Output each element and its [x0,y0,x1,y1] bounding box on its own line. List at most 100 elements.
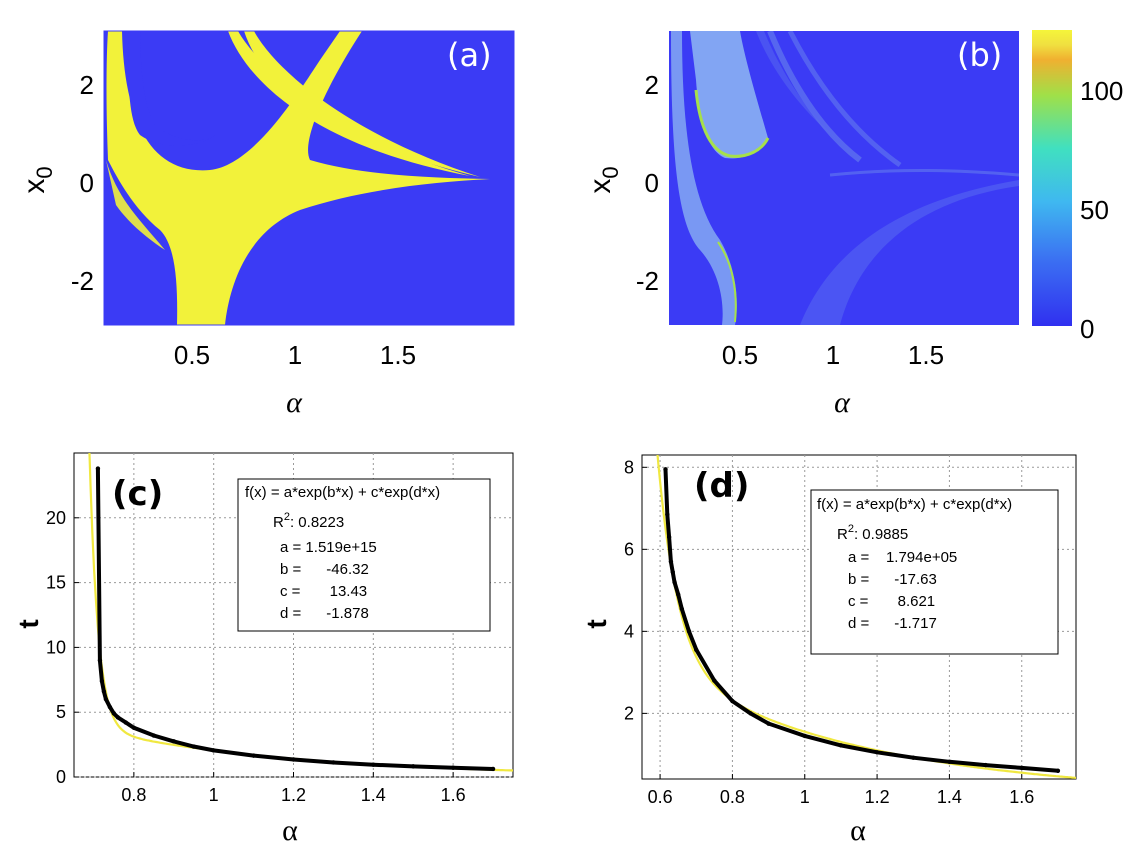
panel-b-ylabel: x0 [584,166,623,193]
panel-b-faint-band [756,31,850,150]
panel-d: 0.6 0.8 1 1.2 1.4 1.6 2 4 6 8 (d) α t f(x) = a*e… [581,454,1077,847]
panel-c-ylabel: t [13,619,44,628]
panel-d-data-point [666,534,672,540]
panel-b-lobe-edge [694,89,770,158]
panel-d-xtick-label: 1.6 [1009,787,1034,807]
panel-b-region [671,31,1019,325]
panel-b-faint-stripe-2 [787,31,902,168]
panel-d-fit-curve [656,455,1076,779]
panel-c-data-point [103,697,109,702]
panel-c-data-point [99,678,105,684]
panel-a-ytick-m2: -2 [71,266,94,296]
panel-c-fit-d: d = -1.878 [280,605,369,622]
panel-a-region [106,31,490,325]
panel-d-data-point [670,569,675,575]
panel-d-data-point [838,743,844,748]
panel-d-ylabel: t [581,619,612,628]
panel-b-ytick-2: 2 [645,70,659,100]
panel-c-xtick-label: 1 [209,785,219,805]
panel-c-points [95,466,496,772]
panel-d-ytick-label: 2 [624,703,634,723]
panel-d-fit-r2-value: : 0.9885 [854,526,908,543]
panel-b-xlabel: α [834,386,851,419]
panel-c-xtick-label: 0.8 [121,785,146,805]
panel-c-fit-b: b = -46.32 [280,561,369,578]
panel-d-xtick-label: 1 [800,787,810,807]
panel-d-data-point [679,606,684,611]
panel-d-data-point [874,750,880,755]
panel-d-x-ticks: 0.6 0.8 1 1.2 1.4 1.6 [648,787,1035,807]
panel-d-data-point [686,629,692,634]
panel-b-label: (b) [957,36,1002,74]
panel-c-ytick-label: 0 [56,767,66,787]
panel-a-lobe-fill [128,31,215,146]
panel-c-fit-r2-value: : 0.8223 [290,514,344,531]
panel-a-ylabel-sub: 0 [32,166,57,178]
panel-d-label: (d) [694,466,749,506]
panel-d-ytick-label: 6 [624,539,634,559]
panel-d-data-point [694,647,699,653]
svg-text:x0: x0 [584,166,623,193]
panel-d-xtick-label: 0.6 [648,787,673,807]
panel-b-colorbar-ticks: 100 50 0 [1080,76,1123,344]
panel-c-fit-box-frame [237,478,491,632]
panel-d-data-point [766,721,771,726]
panel-b-cbar-tick-0: 0 [1080,314,1094,344]
panel-c-xtick-label: 1.4 [361,785,386,805]
svg-text:x0: x0 [18,166,57,193]
panel-a-label: (a) [447,36,492,74]
panel-d-fit-box: f(x) = a*exp(b*x) + c*exp(d*x) R2: 0.988… [810,489,1059,655]
panel-d-data-point [947,759,952,764]
panel-d-fit-box-frame [810,489,1059,655]
panel-a-x-ticks: 0.5 1 1.5 [174,340,416,370]
panel-b-xtick-05: 0.5 [722,340,758,370]
panel-c-data-point [331,760,336,765]
panel-d-ytick-label: 4 [624,621,634,641]
panel-c-xlabel: α [282,814,298,847]
panel-c-ytick-label: 15 [46,573,66,593]
panel-d-xtick-label: 1.4 [937,787,962,807]
panel-d-fit-formula: f(x) = a*exp(b*x) + c*exp(d*x) [817,496,1012,513]
panel-c-data-point [450,765,456,770]
panel-d-data-point [1019,765,1024,771]
panel-c-data-point [107,704,113,710]
panel-b-y-ticks: 2 0 -2 [636,70,659,296]
panel-b-ytick-m2: -2 [636,266,659,296]
panel-c-y-ticks: 0 5 10 15 20 [46,508,66,787]
panel-c-fit-r2-label: R [273,514,284,531]
panel-d-y-ticks: 2 4 6 8 [624,457,634,723]
panel-a-ylabel-main: x [18,179,51,194]
panel-d-fit-r2: R2: 0.9885 [837,523,908,543]
panel-a-ylabel: x0 [18,166,57,193]
panel-a-xtick-1: 1 [288,340,302,370]
panel-a: (a) 2 0 -2 0.5 1 1.5 α x0 [18,30,515,419]
panel-b-ytick-0: 0 [645,168,659,198]
panel-c-fit-a: a = 1.519e+15 [280,539,377,556]
panel-d-data-point [802,733,807,739]
panel-a-basin-main [106,31,490,325]
panel-d-data-point [663,467,668,472]
panel-c-fit-r2-sup: 2 [284,511,290,523]
panel-d-fit-c: c = 8.621 [848,593,935,610]
panel-b-ylabel-main: x [584,179,617,194]
panel-c-data-point [115,715,121,720]
panel-a-xtick-05: 0.5 [174,340,210,370]
panel-c-ytick-label: 20 [46,508,66,528]
panel-c-xtick-label: 1.2 [281,785,306,805]
panel-c-fit-r2: R2: 0.8223 [273,511,344,531]
panel-b-cbar-tick-100: 100 [1080,76,1123,106]
panel-c-data-point [171,739,176,744]
panel-d-data-point [911,755,916,760]
panel-d-fit-r2-label: R [837,526,848,543]
panel-d-fit-d: d = -1.717 [848,615,937,632]
panel-b-x-ticks: 0.5 1 1.5 [722,340,944,370]
panel-a-y-ticks: 2 0 -2 [71,70,94,296]
panel-d-xtick-label: 1.2 [865,787,890,807]
panel-d-data-point [665,512,670,517]
panel-c-data-point [411,764,416,769]
panel-d-points [663,467,1061,773]
panel-b-xtick-1: 1 [826,340,840,370]
panel-c-data-point [251,753,256,758]
panel-b-cbar-tick-50: 50 [1080,195,1109,225]
